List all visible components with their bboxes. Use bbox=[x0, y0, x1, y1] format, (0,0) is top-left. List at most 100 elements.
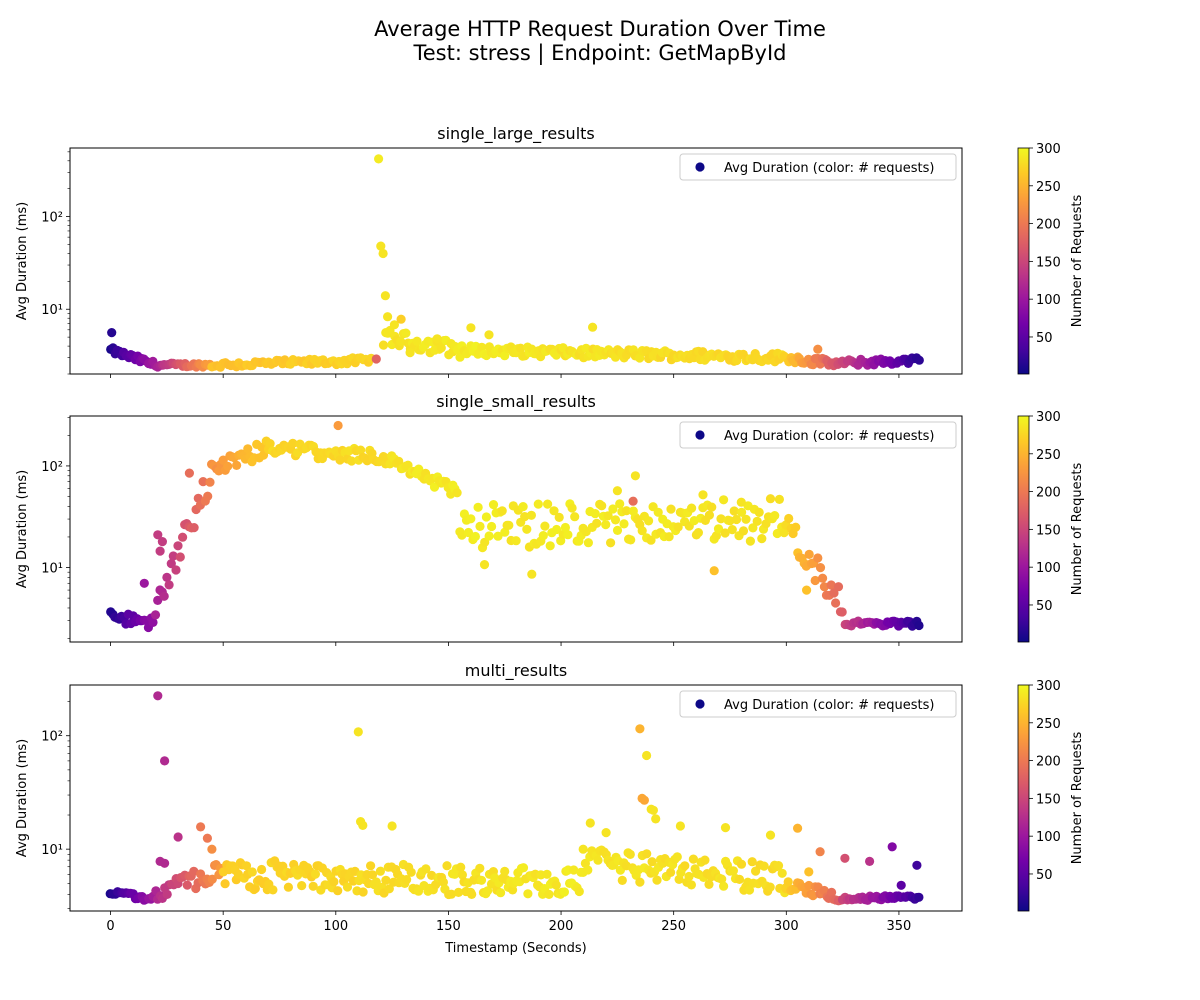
data-point bbox=[335, 455, 345, 465]
data-point bbox=[540, 521, 550, 531]
data-point bbox=[487, 521, 497, 532]
data-point bbox=[155, 546, 165, 556]
data-point bbox=[813, 553, 823, 563]
data-point bbox=[569, 865, 579, 875]
data-point bbox=[639, 795, 650, 805]
data-point bbox=[626, 535, 636, 545]
data-point bbox=[727, 525, 737, 535]
panel-single_large_results: single_large_results Avg Duration (ms) 10¹… bbox=[15, 124, 1085, 378]
data-point bbox=[559, 887, 570, 897]
data-point bbox=[207, 844, 217, 854]
figure-subtitle: Test: stress | Endpoint: GetMapById bbox=[413, 41, 787, 66]
data-point bbox=[563, 530, 573, 540]
data-point bbox=[578, 844, 588, 854]
data-point bbox=[171, 565, 181, 575]
data-point bbox=[257, 864, 267, 875]
data-point bbox=[470, 531, 480, 542]
data-point bbox=[375, 866, 385, 876]
data-point bbox=[574, 886, 584, 897]
legend-box bbox=[679, 421, 957, 449]
data-point bbox=[538, 531, 548, 541]
data-point bbox=[729, 506, 739, 516]
data-point bbox=[402, 875, 412, 885]
data-point bbox=[680, 861, 690, 871]
data-point bbox=[583, 865, 593, 875]
x-tick-label: 250 bbox=[661, 919, 686, 934]
data-point bbox=[567, 503, 577, 513]
data-point bbox=[545, 541, 555, 551]
data-point bbox=[356, 445, 366, 455]
data-point bbox=[583, 538, 594, 548]
data-point bbox=[467, 889, 477, 900]
data-point bbox=[590, 508, 600, 519]
data-point bbox=[635, 877, 645, 887]
data-point bbox=[615, 499, 625, 509]
data-point bbox=[642, 750, 652, 761]
data-point bbox=[770, 510, 780, 521]
data-point bbox=[288, 438, 298, 448]
data-point bbox=[741, 514, 751, 524]
colorbar-tick-label: 100 bbox=[1036, 561, 1061, 576]
colorbar-tick-label: 250 bbox=[1036, 448, 1061, 463]
data-point bbox=[773, 861, 784, 871]
data-point bbox=[603, 511, 613, 521]
data-point bbox=[476, 875, 487, 885]
data-point bbox=[713, 524, 724, 534]
data-point bbox=[378, 340, 389, 350]
plot-frame bbox=[69, 684, 963, 912]
data-point bbox=[473, 502, 483, 512]
data-point bbox=[777, 868, 787, 878]
y-tick-label: 10² bbox=[41, 460, 63, 475]
data-point bbox=[570, 512, 580, 522]
data-point bbox=[488, 500, 499, 510]
data-point bbox=[453, 887, 464, 898]
data-point bbox=[297, 881, 307, 891]
data-point bbox=[865, 856, 875, 867]
data-point bbox=[333, 886, 343, 896]
data-point bbox=[496, 888, 506, 898]
data-point bbox=[791, 522, 801, 532]
y-axis-label: Avg Duration (ms) bbox=[15, 202, 30, 320]
colorbar-tick-label: 200 bbox=[1036, 755, 1061, 770]
data-point bbox=[914, 892, 924, 902]
data-point bbox=[220, 879, 230, 889]
data-point bbox=[818, 573, 828, 583]
data-point bbox=[802, 585, 812, 595]
data-point bbox=[207, 874, 217, 884]
data-point bbox=[675, 821, 686, 831]
colorbar-tick-label: 200 bbox=[1036, 218, 1061, 233]
data-point bbox=[396, 314, 406, 324]
data-point bbox=[765, 882, 775, 892]
data-point bbox=[693, 528, 704, 538]
legend: Avg Duration (color: # requests) bbox=[679, 153, 957, 181]
data-point bbox=[698, 490, 708, 500]
data-point bbox=[353, 727, 363, 737]
subplot-title: single_large_results bbox=[437, 124, 595, 144]
data-point bbox=[651, 814, 661, 824]
data-point bbox=[157, 537, 167, 547]
y-tick-label: 10¹ bbox=[41, 562, 63, 577]
colorbar-gradient bbox=[1017, 684, 1030, 912]
legend-label: Avg Duration (color: # requests) bbox=[724, 698, 934, 713]
x-tick-label: 100 bbox=[323, 919, 348, 934]
data-point bbox=[164, 580, 174, 590]
data-point bbox=[784, 513, 794, 524]
data-point bbox=[716, 514, 726, 524]
data-point bbox=[687, 503, 697, 513]
data-point bbox=[610, 515, 621, 525]
data-point bbox=[588, 322, 598, 332]
data-point bbox=[139, 578, 149, 588]
data-point bbox=[456, 862, 466, 872]
data-point bbox=[612, 486, 623, 496]
data-point bbox=[552, 524, 562, 535]
colorbar-tick-label: 100 bbox=[1036, 293, 1061, 308]
data-point bbox=[826, 580, 836, 590]
data-point bbox=[396, 337, 406, 347]
data-point bbox=[585, 818, 595, 828]
data-point bbox=[196, 822, 206, 832]
colorbar-tick-label: 150 bbox=[1036, 792, 1061, 807]
data-point bbox=[173, 832, 183, 842]
data-point bbox=[466, 514, 476, 524]
data-point bbox=[511, 536, 521, 546]
panel-multi_results: multi_results Avg Duration (ms) 0 50 100 150 2… bbox=[15, 661, 1085, 934]
